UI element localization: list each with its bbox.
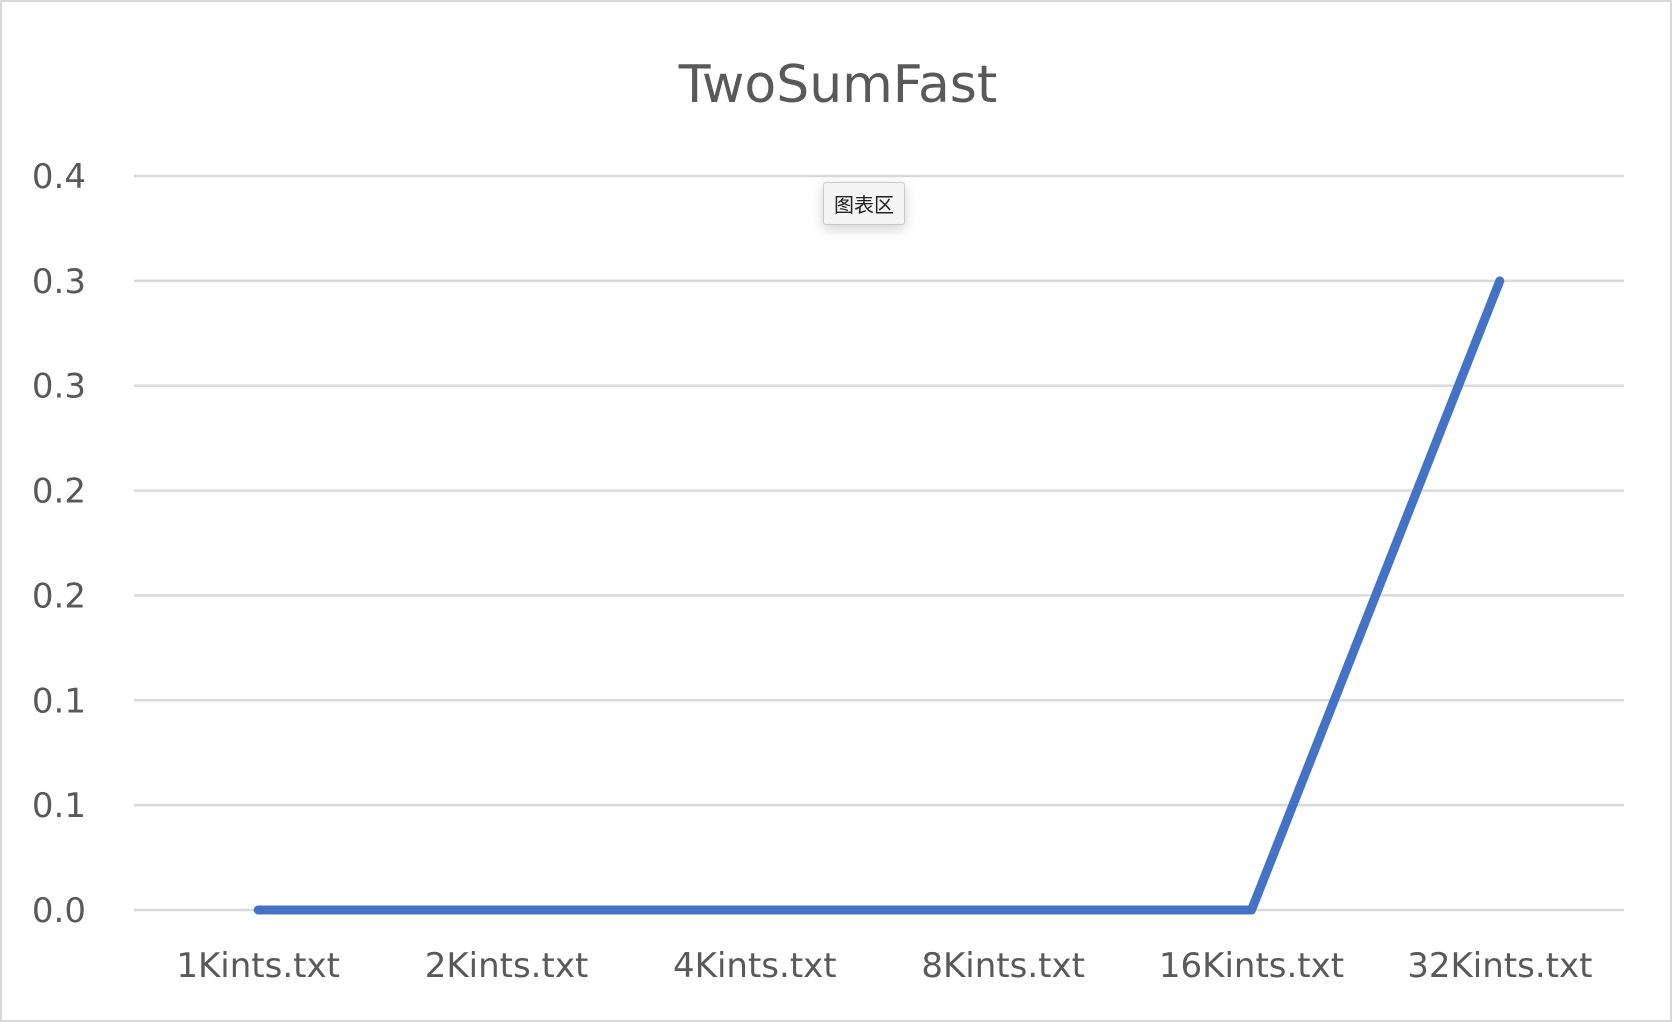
x-tick-label: 2Kints.txt (425, 946, 589, 986)
x-tick-label: 32Kints.txt (1407, 946, 1592, 986)
y-tick-label: 0.3 (32, 367, 86, 407)
y-tick-label: 0.3 (32, 262, 86, 302)
y-tick-label: 0.2 (32, 576, 86, 616)
y-tick-label: 0.1 (32, 786, 86, 826)
x-tick-label: 1Kints.txt (176, 946, 340, 986)
y-axis-tick-labels: 0.0 0.1 0.1 0.2 0.2 0.3 0.3 0.4 (32, 157, 86, 931)
series-lines (253, 276, 1505, 915)
y-tick-label: 0.1 (32, 681, 86, 721)
chart-area-tooltip: 图表区 (823, 182, 905, 225)
x-axis-tick-labels: 1Kints.txt 2Kints.txt 4Kints.txt 8Kints.txt… (176, 946, 1592, 986)
y-tick-label: 0.4 (32, 157, 86, 197)
x-tick-label: 8Kints.txt (921, 946, 1085, 986)
x-tick-label: 4Kints.txt (673, 946, 837, 986)
gridlines (134, 174, 1624, 912)
x-tick-label: 16Kints.txt (1159, 946, 1344, 986)
chart-title: TwoSumFast (678, 55, 998, 115)
y-tick-label: 0.2 (32, 472, 86, 512)
series-line[interactable] (253, 276, 1505, 915)
y-tick-label: 0.0 (32, 891, 86, 931)
